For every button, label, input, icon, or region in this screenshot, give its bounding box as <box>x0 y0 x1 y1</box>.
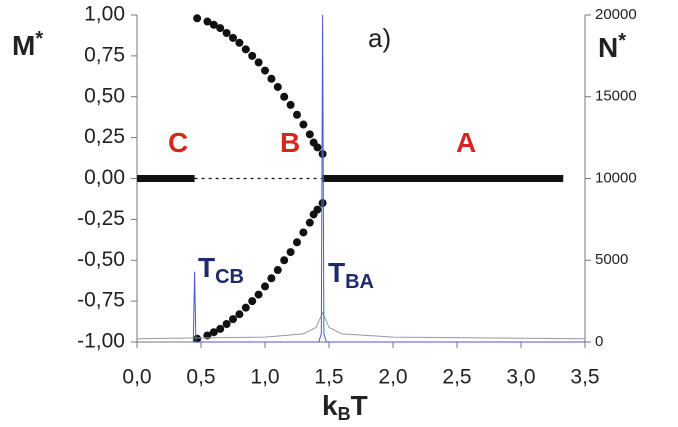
y2-tick-label: 0 <box>595 333 603 350</box>
data-point <box>261 66 269 75</box>
y-label-sup: * <box>35 28 43 50</box>
data-point <box>203 17 212 26</box>
y-tick-label: 0,75 <box>84 43 125 66</box>
y2-tick-label: 15000 <box>595 88 637 105</box>
x-tick-label: 1,5 <box>314 366 343 389</box>
data-point <box>318 149 327 158</box>
data-point <box>293 110 301 119</box>
data-point <box>193 334 202 343</box>
x-tick-label: 0,0 <box>122 366 151 389</box>
x-tick-label: 1,0 <box>250 366 279 389</box>
annotation: C <box>168 127 188 158</box>
data-point <box>293 238 301 247</box>
data-point <box>261 282 269 291</box>
annotation: TCB <box>198 252 244 288</box>
data-point <box>299 120 308 129</box>
data-point <box>305 130 314 139</box>
annotation-text: T <box>198 252 215 283</box>
y-tick-label: -0,75 <box>77 289 125 312</box>
x-axis-label: kBT <box>322 390 368 423</box>
y-tick-label: -0,50 <box>77 248 125 271</box>
y2-label-sup: * <box>618 30 626 52</box>
y2-axis-label: N* <box>598 30 626 63</box>
data-point <box>280 92 289 101</box>
data-point <box>286 100 295 109</box>
y2-tick-label: 20000 <box>595 6 637 23</box>
data-point <box>254 58 263 67</box>
y-tick-label: -1,00 <box>77 330 125 353</box>
y-tick-label: 0,25 <box>84 125 125 148</box>
data-point <box>193 14 202 23</box>
y2-tick-label: 5000 <box>595 251 628 268</box>
data-point <box>318 199 327 208</box>
x-label-sub: B <box>338 404 351 424</box>
panel-label: a) <box>368 23 391 53</box>
data-point <box>273 82 282 91</box>
data-point <box>222 28 231 37</box>
data-point <box>235 310 244 319</box>
x-tick-label: 2,0 <box>378 366 407 389</box>
data-point <box>229 315 237 324</box>
data-point <box>313 205 322 214</box>
y-tick-label: 0,50 <box>84 84 125 107</box>
data-point <box>229 33 237 42</box>
data-point <box>216 24 225 33</box>
x-tick-label: 2,5 <box>442 366 471 389</box>
y-tick-label: 0,00 <box>84 166 125 189</box>
annotation-sub: CB <box>215 266 244 288</box>
data-point <box>248 297 257 306</box>
y-axis-label: M* <box>12 28 43 61</box>
data-point <box>235 38 244 47</box>
data-point <box>209 328 218 337</box>
annotation-text: A <box>456 127 476 158</box>
annotation: A <box>456 127 476 158</box>
annotation-text: T <box>328 257 345 288</box>
data-point <box>286 248 295 257</box>
data-line <box>136 311 586 340</box>
data-point <box>305 218 314 227</box>
y2-tick-label: 10000 <box>595 169 637 186</box>
data-point <box>241 45 250 54</box>
annotation-sub: BA <box>345 271 374 293</box>
data-point <box>222 320 231 329</box>
y2-label-main: N <box>598 32 618 63</box>
x-tick-label: 3,0 <box>506 366 535 389</box>
data-point <box>299 228 308 237</box>
annotation-text: C <box>168 127 188 158</box>
data-point <box>254 290 263 299</box>
data-point <box>241 303 250 312</box>
x-label-tail: T <box>351 390 368 421</box>
data-point <box>267 274 276 283</box>
data-point <box>267 74 276 83</box>
data-point <box>209 20 218 29</box>
data-point <box>280 256 289 265</box>
data-point <box>216 324 225 333</box>
data-point <box>248 51 257 60</box>
y-tick-label: 1,00 <box>84 3 125 26</box>
data-point <box>273 266 282 275</box>
x-tick-label: 0,5 <box>186 366 215 389</box>
y-tick-label: -0,25 <box>77 207 125 230</box>
annotation: B <box>280 127 300 158</box>
data-line <box>192 14 585 343</box>
x-tick-label: 3,5 <box>570 366 599 389</box>
data-point <box>313 143 322 152</box>
annotation-text: B <box>280 127 300 158</box>
annotation: TBA <box>328 257 374 293</box>
y-label-main: M <box>12 30 35 61</box>
x-label-main: k <box>322 390 338 421</box>
